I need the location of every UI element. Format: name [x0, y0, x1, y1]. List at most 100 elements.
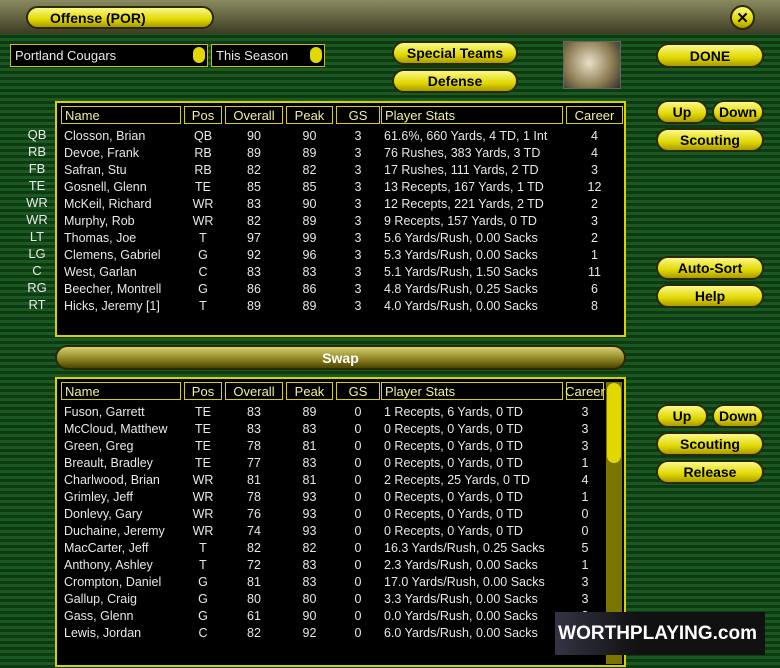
table-cell: 3 [354, 299, 362, 313]
table-cell: 78 [247, 490, 261, 504]
table-cell: Beecher, Montrell [64, 282, 162, 296]
table-cell: 82 [302, 163, 317, 177]
position-slot: QB [27, 127, 47, 142]
table-cell: 99 [302, 231, 317, 245]
table-cell: MacCarter, Jeff [64, 541, 149, 555]
table-cell: G [198, 609, 208, 623]
auto-sort-button[interactable]: Auto-Sort [656, 256, 764, 280]
down-button[interactable]: Down [712, 404, 764, 428]
column-header: GS [336, 106, 380, 124]
table-cell: 89 [247, 299, 261, 313]
table-cell: 0 Recepts, 0 Yards, 0 TD [384, 439, 523, 453]
table-cell: Gosnell, Glenn [64, 180, 147, 194]
table-cell: 72 [247, 558, 261, 572]
table-cell: 1 Recepts, 6 Yards, 0 TD [384, 405, 523, 419]
column-header: Pos [184, 382, 222, 400]
table-cell: Grimley, Jeff [64, 490, 133, 504]
table-cell: 92 [302, 626, 317, 640]
table-cell: 6 [591, 282, 598, 296]
scouting-button[interactable]: Scouting [656, 128, 764, 152]
table-cell: 3 [354, 197, 362, 211]
table-cell: 0 [354, 524, 362, 538]
position-slot: RT [28, 297, 46, 312]
table-cell: 3.3 Yards/Rush, 0.00 Sacks [384, 592, 538, 606]
table-cell: 12 Recepts, 221 Yards, 2 TD [384, 197, 544, 211]
up-button[interactable]: Up [656, 404, 708, 428]
table-cell: Donlevy, Gary [64, 507, 143, 521]
down-button[interactable]: Down [712, 100, 764, 124]
table-cell: T [199, 558, 207, 572]
defense-button[interactable]: Defense [392, 69, 518, 93]
table-cell: 82 [247, 626, 261, 640]
swap-button[interactable]: Swap [55, 345, 626, 370]
table-cell: TE [195, 422, 211, 436]
table-cell: 4 [591, 146, 598, 160]
table-cell: 93 [302, 524, 317, 538]
table-cell: McCloud, Matthew [64, 422, 168, 436]
table-cell: 1 [581, 490, 589, 504]
table-cell: T [199, 299, 207, 313]
table-cell: 0 [354, 439, 362, 453]
table-cell: 89 [302, 214, 317, 228]
table-cell: 85 [302, 180, 317, 194]
table-cell: 3 [354, 231, 362, 245]
table-cell: 16.3 Yards/Rush, 0.25 Sacks [384, 541, 545, 555]
table-cell: 89 [302, 299, 317, 313]
done-button[interactable]: DONE [656, 43, 764, 68]
table-cell: 0 Recepts, 0 Yards, 0 TD [384, 456, 523, 470]
table-cell: 81 [302, 439, 317, 453]
table-cell: 4.8 Yards/Rush, 0.25 Sacks [384, 282, 538, 296]
release-button[interactable]: Release [656, 460, 764, 484]
table-cell: Safran, Stu [64, 163, 127, 177]
period-dropdown[interactable]: This Season [211, 44, 325, 67]
table-cell: 5 [581, 541, 589, 555]
table-cell: 86 [302, 282, 317, 296]
close-button[interactable]: ✕ [730, 5, 755, 30]
table-cell: 2 Recepts, 25 Yards, 0 TD [384, 473, 530, 487]
table-cell: TE [195, 180, 211, 194]
table-cell: 3 [354, 129, 362, 143]
table-cell: T [199, 541, 207, 555]
table-cell: 76 Rushes, 383 Yards, 3 TD [384, 146, 541, 160]
table-cell: G [198, 575, 208, 589]
scouting-button[interactable]: Scouting [656, 432, 764, 456]
table-cell: 74 [247, 524, 261, 538]
table-cell: T [199, 231, 207, 245]
table-cell: 3 [581, 592, 589, 606]
column-header: Name [61, 106, 181, 124]
table-cell: 3 [354, 146, 362, 160]
column-header: Player Stats [381, 382, 563, 400]
table-cell: WR [192, 507, 214, 521]
table-cell: 3 [354, 265, 362, 279]
table-cell: RB [194, 163, 212, 177]
help-button[interactable]: Help [656, 284, 764, 308]
table-cell: 92 [247, 248, 261, 262]
table-cell: G [198, 282, 208, 296]
team-dropdown[interactable]: Portland Cougars [10, 44, 208, 67]
table-cell: 0 [354, 473, 362, 487]
table-cell: 0.0 Yards/Rush, 0.00 Sacks [384, 609, 538, 623]
position-slot: FB [28, 161, 46, 176]
table-cell: 89 [302, 146, 317, 160]
dropdown-text: Portland Cougars [15, 48, 117, 63]
table-cell: 17.0 Yards/Rush, 0.00 Sacks [384, 575, 545, 589]
up-button[interactable]: Up [656, 100, 708, 124]
table-cell: 90 [302, 197, 317, 211]
table-cell: 0 [354, 609, 362, 623]
column-header: Career [566, 106, 623, 124]
column-header: Name [61, 382, 181, 400]
table-cell: RB [194, 146, 212, 160]
table-cell: 0 Recepts, 0 Yards, 0 TD [384, 507, 523, 521]
table-cell: 90 [302, 609, 317, 623]
table-cell: 78 [247, 439, 261, 453]
table-cell: 11 [588, 265, 601, 279]
special-teams-button[interactable]: Special Teams [392, 41, 518, 65]
table-cell: 4.0 Yards/Rush, 0.00 Sacks [384, 299, 538, 313]
table-cell: 93 [302, 507, 317, 521]
table-cell: Charlwood, Brian [64, 473, 160, 487]
dropdown-text: This Season [216, 48, 289, 63]
table-cell: 9 Recepts, 157 Yards, 0 TD [384, 214, 537, 228]
scroll-thumb[interactable] [607, 383, 621, 463]
table-cell: 3 [581, 439, 589, 453]
